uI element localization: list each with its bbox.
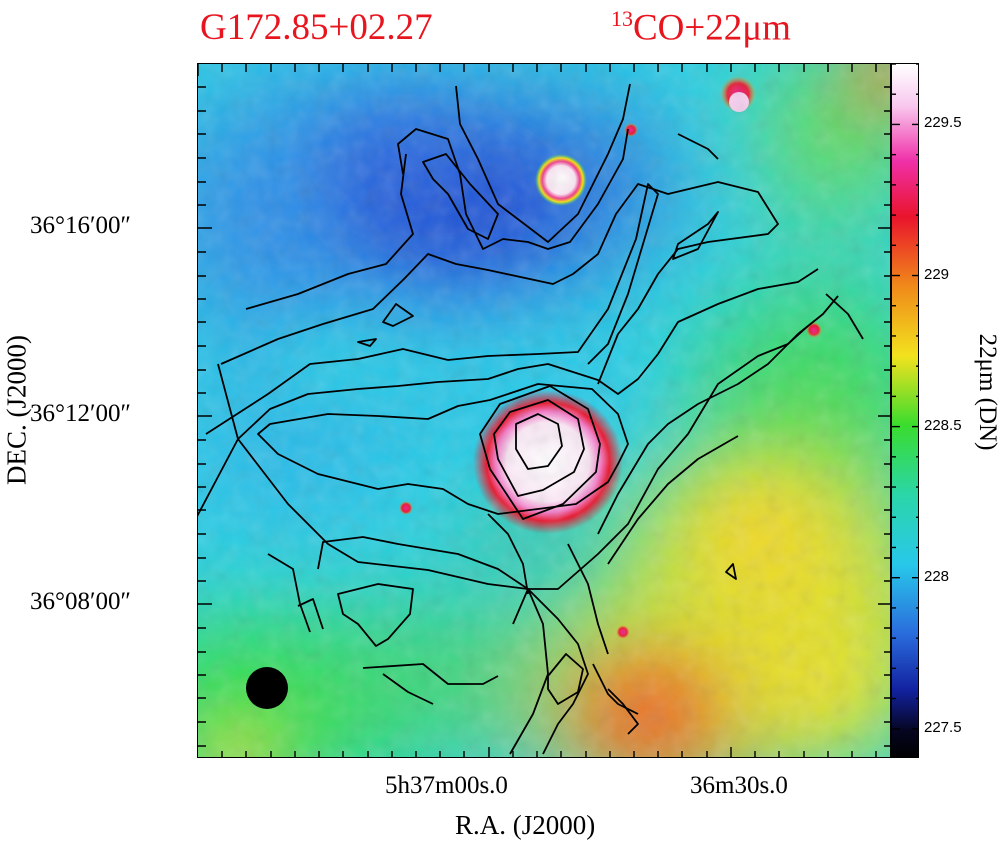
contour (493, 399, 585, 497)
intensity-map (197, 63, 891, 758)
contour (267, 553, 311, 633)
colorbar-ticks (892, 64, 918, 730)
contour (397, 128, 629, 250)
map-ticks (198, 64, 890, 757)
contour (607, 688, 639, 735)
y-ticks (198, 86, 890, 747)
contour (515, 413, 563, 470)
contour (725, 563, 737, 580)
contour (245, 153, 414, 310)
contour (479, 385, 601, 520)
y-axis-title: DEC. (J2000) (1, 335, 32, 485)
contour (547, 653, 584, 705)
co-contours (198, 83, 864, 755)
source-title: G172.85+02.27 (200, 7, 433, 48)
colorbar-tick-label: 229.5 (924, 114, 962, 132)
contour (205, 183, 659, 435)
contour (217, 325, 809, 590)
colorbar-tick-label: 229 (924, 265, 950, 283)
x-tick-label: 36m30s.0 (690, 772, 788, 799)
colorbar-tick-label: 228 (924, 567, 950, 585)
contour (672, 211, 719, 260)
colorbar-title: 22μm (DN) (974, 333, 1001, 451)
contour (509, 588, 549, 755)
noise-texture (198, 64, 890, 757)
colorbar (891, 63, 919, 758)
contour (198, 268, 819, 517)
y-tick-label: 36°12′00″ (30, 400, 131, 427)
y-tick-label: 36°16′00″ (30, 212, 131, 239)
overlay-title-text: CO+22μm (633, 7, 791, 49)
contour (357, 338, 377, 347)
colorbar-gradient (892, 64, 918, 757)
contour (362, 663, 499, 685)
contour (382, 673, 434, 705)
contour (297, 598, 324, 630)
colorbar-tick-label: 228.5 (924, 416, 962, 434)
contour (597, 295, 839, 535)
map-svg (198, 64, 890, 757)
contour (455, 83, 631, 243)
contour (825, 293, 864, 340)
contour (422, 153, 499, 240)
overlay-title-superscript: 13 (611, 6, 633, 31)
y-tick-label: 36°08′00″ (30, 588, 131, 615)
contour (607, 435, 739, 565)
contour (567, 543, 609, 655)
colorbar-svg (892, 64, 918, 757)
contour (677, 133, 719, 160)
beam-marker (246, 667, 288, 709)
x-ticks (198, 64, 877, 757)
contour (382, 303, 414, 327)
overlay-title: 13CO+22μm (611, 6, 791, 49)
x-tick-label: 5h37m00s.0 (385, 772, 508, 799)
contour (337, 583, 414, 647)
contour (592, 663, 639, 715)
contour (487, 513, 529, 595)
contour (257, 383, 629, 515)
x-axis-title: R.A. (J2000) (455, 810, 596, 840)
colorbar-tick-label: 227.5 (924, 718, 962, 736)
